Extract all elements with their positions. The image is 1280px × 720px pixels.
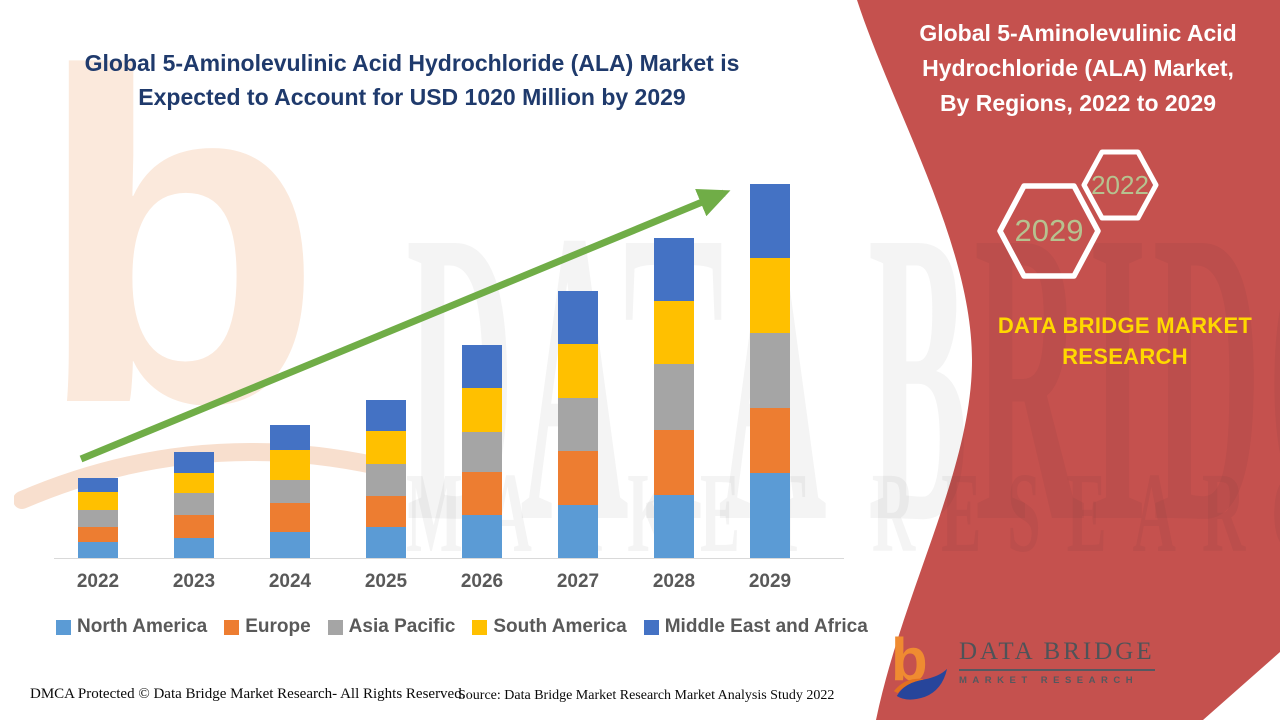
x-axis-label-2026: 2026 xyxy=(460,571,504,592)
hexagon-2029-outline xyxy=(997,183,1101,279)
bar-segment-2028-north-america xyxy=(654,494,694,558)
bar-segment-2023-europe xyxy=(174,514,214,538)
hexagon-2022: 2022 xyxy=(1081,148,1159,222)
databridge-logo-icon: b xyxy=(891,628,948,700)
legend-item-asia-pacific: Asia Pacific xyxy=(327,616,456,638)
legend-item-middle-east-and-africa: Middle East and Africa xyxy=(643,616,868,638)
bar-segment-2024-south-america xyxy=(270,449,310,480)
x-axis-label-2027: 2027 xyxy=(556,571,600,592)
bar-segment-2029-middle-east-and-africa xyxy=(750,183,790,258)
legend-item-europe: Europe xyxy=(224,616,311,638)
bar-segment-2022-asia-pacific xyxy=(78,510,118,527)
legend-swatch-europe xyxy=(224,619,240,635)
bar-segment-2026-south-america xyxy=(462,388,502,433)
bar-segment-2027-middle-east-and-africa xyxy=(558,290,598,344)
bar-segment-2027-asia-pacific xyxy=(558,397,598,451)
legend-swatch-south-america xyxy=(472,619,488,635)
bar-2025 xyxy=(366,399,406,558)
databridge-logo: b DATA BRIDGE MARKET RESEARCH xyxy=(891,628,1155,704)
bar-2023 xyxy=(174,451,214,558)
bar-segment-2028-middle-east-and-africa xyxy=(654,237,694,301)
bar-segment-2024-asia-pacific xyxy=(270,479,310,503)
databridge-logo-text: DATA BRIDGE MARKET RESEARCH xyxy=(959,628,1155,686)
x-axis-label-2023: 2023 xyxy=(172,571,216,592)
bar-2029 xyxy=(750,183,790,558)
trend-arrow-line xyxy=(79,189,731,463)
bar-segment-2022-middle-east-and-africa xyxy=(78,478,118,493)
bar-segment-2023-middle-east-and-africa xyxy=(174,451,214,473)
bar-segment-2025-north-america xyxy=(366,526,406,558)
bar-segment-2029-north-america xyxy=(750,472,790,558)
bar-segment-2029-south-america xyxy=(750,257,790,333)
bar-segment-2025-south-america xyxy=(366,430,406,464)
bar-2022 xyxy=(78,478,118,558)
bar-segment-2025-europe xyxy=(366,495,406,527)
bar-segment-2028-asia-pacific xyxy=(654,364,694,431)
bar-segment-2027-north-america xyxy=(558,504,598,558)
bar-segment-2027-europe xyxy=(558,450,598,505)
x-axis-label-2024: 2024 xyxy=(268,571,312,592)
databridge-logo-name: DATA BRIDGE xyxy=(959,638,1155,671)
hexagon-2029-label: 2029 xyxy=(1014,213,1084,248)
chart-legend: North America Europe Asia Pacific South Ame… xyxy=(56,616,868,638)
watermark-databridge-text: DATA BRIDGE xyxy=(406,145,1280,611)
brand-text: DATA BRIDGE MARKET RESEARCH xyxy=(997,313,1253,369)
bar-segment-2023-south-america xyxy=(174,472,214,493)
x-axis-label-2029: 2029 xyxy=(748,571,792,592)
legend-swatch-asia-pacific xyxy=(327,619,343,635)
bar-segment-2024-north-america xyxy=(270,532,310,558)
bar-2024 xyxy=(270,424,310,558)
stacked-bar-chart: 2022 2023 2024 2025 2026 2027 2028 2029 xyxy=(54,183,844,592)
bar-segment-2024-middle-east-and-africa xyxy=(270,424,310,450)
bar-segment-2025-middle-east-and-africa xyxy=(366,399,406,431)
bar-segment-2026-north-america xyxy=(462,515,502,558)
bar-segment-2023-north-america xyxy=(174,537,214,558)
legend-swatch-middle-east-and-africa xyxy=(643,619,659,635)
dmca-text: DMCA Protected © Data Bridge Market Rese… xyxy=(30,686,466,702)
watermark-logo-b: b xyxy=(36,0,324,501)
red-panel-shape xyxy=(857,0,1280,720)
bar-segment-2026-middle-east-and-africa xyxy=(462,345,502,389)
databridge-logo-subtitle: MARKET RESEARCH xyxy=(959,675,1139,686)
side-panel-title: Global 5-Aminolevulinic Acid Hydrochlori… xyxy=(919,20,1237,116)
bar-2027 xyxy=(558,290,598,558)
legend-label-middle-east-and-africa: Middle East and Africa xyxy=(664,616,868,637)
bar-segment-2028-south-america xyxy=(654,300,694,365)
bar-2028 xyxy=(654,237,694,558)
bar-segment-2028-europe xyxy=(654,430,694,495)
chart-title: Global 5-Aminolevulinic Acid Hydrochlori… xyxy=(84,50,740,110)
bar-segment-2022-north-america xyxy=(78,541,118,558)
bar-segment-2022-south-america xyxy=(78,492,118,511)
x-axis-line xyxy=(54,558,844,559)
legend-label-asia-pacific: Asia Pacific xyxy=(348,616,456,637)
hexagon-2029: 2029 xyxy=(997,182,1101,280)
legend-item-south-america: South America xyxy=(472,616,627,638)
bar-segment-2027-south-america xyxy=(558,343,598,398)
bar-segment-2029-europe xyxy=(750,408,790,473)
bar-segment-2029-asia-pacific xyxy=(750,332,790,409)
bar-segment-2025-asia-pacific xyxy=(366,463,406,496)
legend-label-europe: Europe xyxy=(245,616,311,637)
bar-segment-2024-europe xyxy=(270,503,310,532)
bar-2026 xyxy=(462,345,502,558)
bar-segment-2023-asia-pacific xyxy=(174,492,214,515)
x-axis-label-2025: 2025 xyxy=(364,571,408,592)
bar-segment-2022-europe xyxy=(78,526,118,542)
watermark-marketresearch-text: MARKET RESEARCH xyxy=(406,450,1280,576)
x-axis-label-2028: 2028 xyxy=(652,571,696,592)
hexagon-2022-outline xyxy=(1081,149,1159,221)
bar-segment-2026-asia-pacific xyxy=(462,432,502,473)
bar-segment-2026-europe xyxy=(462,472,502,516)
legend-label-south-america: South America xyxy=(493,616,627,637)
source-text: Source: Data Bridge Market Research Mark… xyxy=(458,688,835,703)
hexagon-2022-label: 2022 xyxy=(1091,169,1149,200)
legend-item-north-america: North America xyxy=(56,616,207,638)
legend-label-north-america: North America xyxy=(77,616,208,637)
x-axis-label-2022: 2022 xyxy=(76,571,120,592)
trend-arrow xyxy=(79,189,731,463)
legend-swatch-north-america xyxy=(56,619,71,635)
